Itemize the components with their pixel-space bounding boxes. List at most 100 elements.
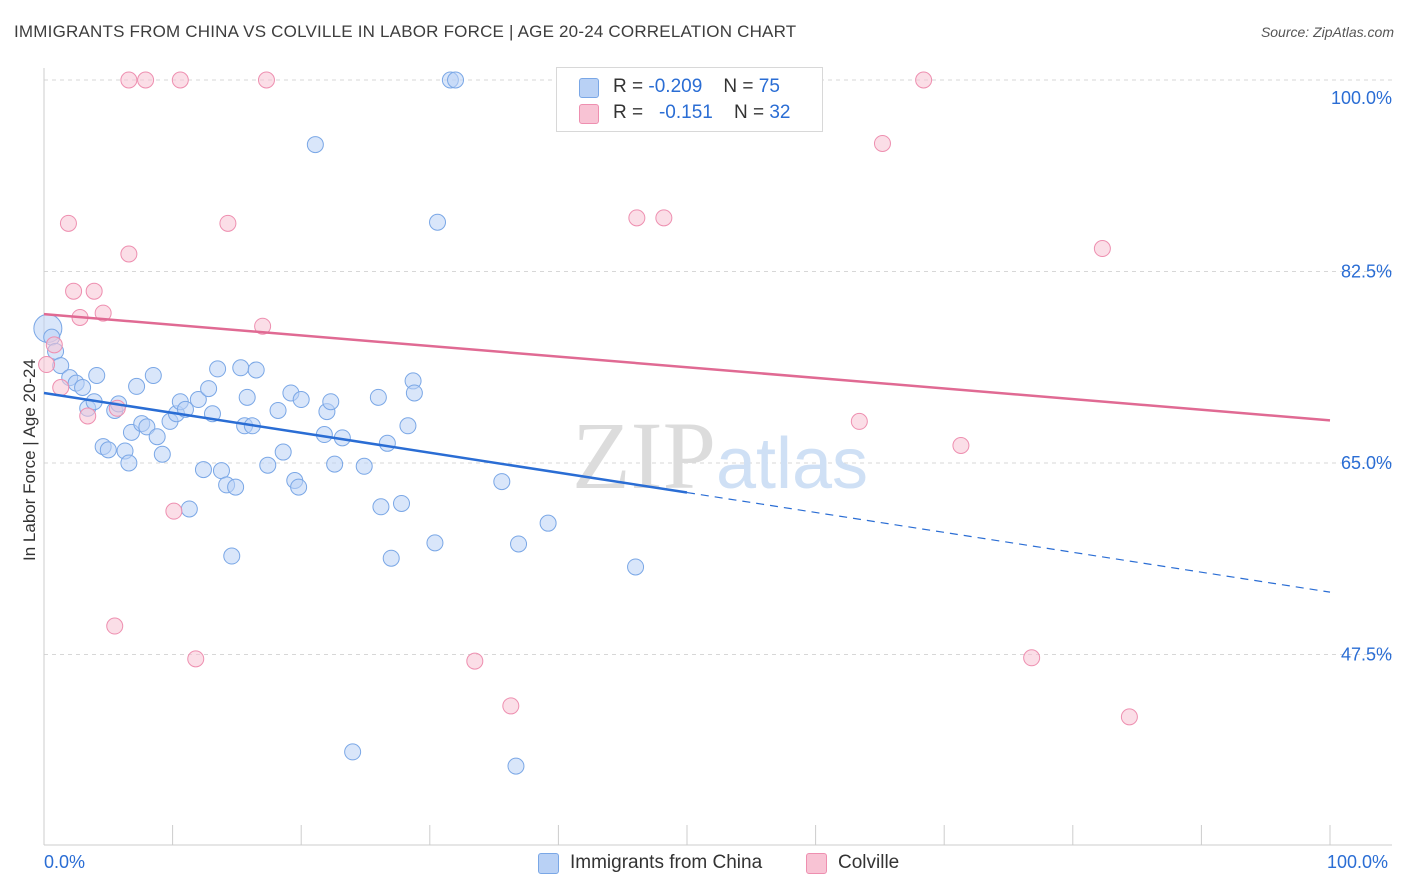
colville-point <box>165 502 183 520</box>
y-tick-label: 47.5% <box>1341 645 1392 665</box>
colville-point <box>502 697 520 715</box>
colville-point <box>171 71 189 89</box>
y-tick-label: 65.0% <box>1341 453 1392 473</box>
bottom-legend-label-colville: Colville <box>838 852 900 873</box>
legend-swatch-china <box>579 78 599 98</box>
bottom-legend-swatch-china <box>538 853 559 874</box>
colville-point <box>106 617 124 635</box>
china-point <box>88 366 106 384</box>
china-point <box>212 462 230 480</box>
colville-point <box>120 245 138 263</box>
china-point <box>189 391 207 409</box>
legend-n-value-china: 75 <box>758 76 780 97</box>
colville-point <box>38 356 56 374</box>
china-point <box>355 457 373 475</box>
china-point <box>399 417 417 435</box>
x-tick-label-min: 0.0% <box>44 852 86 872</box>
china-point <box>344 743 362 761</box>
colville-point <box>1023 649 1041 667</box>
x-tick-label-max: 100.0% <box>1327 852 1389 872</box>
colville-point <box>65 282 83 300</box>
legend-n-value-colville: 32 <box>769 102 791 123</box>
china-point <box>232 359 250 377</box>
china-point <box>493 473 511 491</box>
colville-point <box>873 134 891 152</box>
colville-point <box>219 214 237 232</box>
colville-point <box>257 71 275 89</box>
colville-point <box>850 412 868 430</box>
china-point <box>209 360 227 378</box>
colville-point <box>1093 240 1111 258</box>
china-point <box>247 361 265 379</box>
china-point <box>306 136 324 154</box>
legend-r-label: R = <box>613 102 644 123</box>
source-label: Source: ZipAtlas.com <box>1260 24 1394 40</box>
legend-r-value-colville: -0.151 <box>658 102 713 123</box>
colville-point <box>187 650 205 668</box>
china-trend-line <box>43 391 688 494</box>
ytick-layer: 47.5% 65.0% 82.5% 100.0% <box>1331 88 1392 665</box>
colville-point <box>52 378 70 396</box>
legend-n-label: N = <box>733 102 765 123</box>
legend-r-label: R = <box>613 76 644 97</box>
legend-n-label: N = <box>723 76 754 97</box>
china-point <box>539 514 557 532</box>
colville-point <box>254 317 272 335</box>
colville-point <box>655 209 673 227</box>
watermark: ZIPatlas <box>572 402 868 509</box>
correlation-legend: R = -0.209 N = 75 R = -0.151 N = 32 <box>556 67 823 132</box>
china-point <box>326 455 344 473</box>
china-point <box>153 445 171 463</box>
china-point <box>200 380 218 398</box>
china-point <box>290 478 308 496</box>
colville-point <box>466 652 484 670</box>
china-point <box>372 498 390 516</box>
colville-point <box>45 336 63 354</box>
china-point <box>393 494 411 512</box>
china-point <box>148 428 166 446</box>
china-point <box>292 391 310 409</box>
trend-layer <box>43 312 1331 593</box>
china-point <box>238 388 256 406</box>
legend-swatch-colville <box>579 104 599 124</box>
china-trend-line-extension <box>686 491 1331 593</box>
china-point <box>426 534 444 552</box>
china-point <box>507 757 525 775</box>
y-axis-title: In Labor Force | Age 20-24 <box>20 359 39 561</box>
china-point <box>322 393 340 411</box>
point-layer <box>33 71 1138 775</box>
china-point <box>74 378 92 396</box>
china-point <box>378 434 396 452</box>
china-point <box>120 454 138 472</box>
china-point <box>382 549 400 567</box>
colville-point <box>952 436 970 454</box>
china-point <box>429 213 447 231</box>
colville-point <box>120 71 138 89</box>
china-point <box>227 478 245 496</box>
china-point <box>510 535 528 553</box>
chart-title: IMMIGRANTS FROM CHINA VS COLVILLE IN LAB… <box>14 22 797 41</box>
colville-point <box>79 407 97 425</box>
china-point <box>269 401 287 419</box>
china-point <box>447 71 465 89</box>
china-point <box>405 384 423 402</box>
china-point <box>194 461 212 479</box>
colville-point <box>59 214 77 232</box>
bottom-legend-swatch-colville <box>806 853 827 874</box>
china-point <box>128 377 146 395</box>
bottom-legend-label-china: Immigrants from China <box>570 852 763 873</box>
colville-point <box>85 282 103 300</box>
colville-point <box>628 209 646 227</box>
colville-point <box>1120 708 1138 726</box>
china-point <box>180 500 198 518</box>
colville-point <box>137 71 155 89</box>
y-tick-label: 100.0% <box>1331 88 1392 108</box>
china-point <box>259 456 277 474</box>
legend-r-value-china: -0.209 <box>648 76 703 97</box>
china-point <box>138 418 156 436</box>
colville-point <box>94 304 112 322</box>
colville-point <box>915 71 933 89</box>
china-point <box>144 366 162 384</box>
colville-trend-line <box>43 312 1331 422</box>
